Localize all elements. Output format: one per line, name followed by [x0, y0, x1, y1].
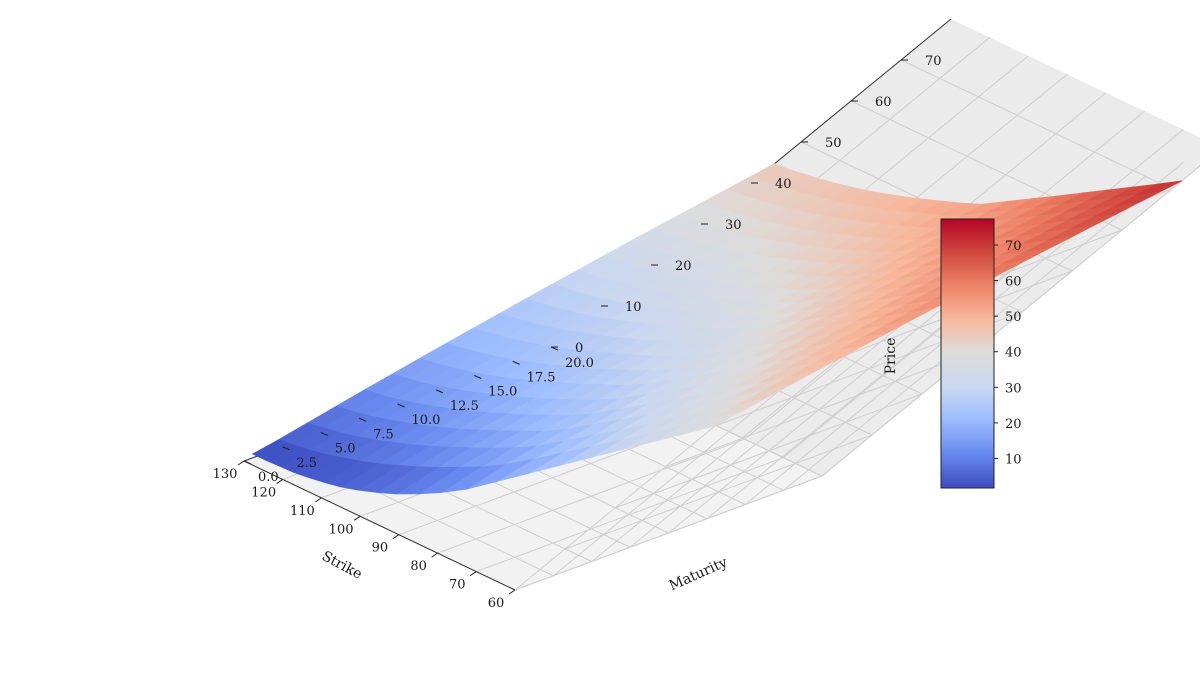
- y-axis-label: Maturity: [667, 554, 730, 594]
- z-tick-label: 0: [575, 341, 583, 356]
- colorbar-tick-label: 70: [1005, 239, 1022, 254]
- tick-mark: [353, 515, 361, 521]
- colorbar-gradient: [940, 218, 995, 489]
- gridline: [664, 352, 973, 468]
- y-tick-label: 5.0: [335, 442, 356, 457]
- x-tick-label: 120: [251, 485, 276, 500]
- surface-patch: [251, 439, 295, 461]
- tick-mark: [435, 389, 444, 394]
- tick-mark: [282, 446, 290, 451]
- x-tick-label: 90: [372, 541, 389, 556]
- tick-mark: [276, 479, 283, 484]
- tick-mark: [315, 497, 322, 503]
- z-tick-label: 20: [675, 259, 692, 274]
- tick-mark: [431, 552, 438, 558]
- x-axis-line: [243, 460, 516, 591]
- tick-mark: [358, 417, 367, 422]
- gridline: [564, 434, 873, 550]
- y-tick-label: 7.5: [373, 427, 394, 442]
- z-axis-label: Price: [883, 338, 899, 375]
- z-tick-label: 50: [825, 136, 842, 151]
- tick-mark: [512, 360, 520, 365]
- x-tick-label: 110: [290, 504, 315, 519]
- x-axis-label: Strike: [319, 548, 365, 582]
- y-tick-label: 12.5: [450, 399, 479, 414]
- tick-mark: [474, 375, 482, 379]
- colorbar-tick-label: 10: [1005, 453, 1022, 468]
- y-tick-label: 17.5: [527, 370, 556, 385]
- z-tick-label: 70: [925, 54, 942, 69]
- colorbar-tick-label: 20: [1005, 417, 1022, 432]
- y-tick-label: 20.0: [565, 356, 594, 371]
- colorbar-tick-label: 40: [1005, 346, 1022, 361]
- y-tick-label: 2.5: [296, 456, 317, 471]
- tick-mark: [243, 460, 252, 465]
- z-tick-label: 60: [875, 95, 892, 110]
- tick-mark: [508, 589, 516, 595]
- tick-mark: [237, 460, 245, 466]
- colorbar: 10 20 30 40 50 60 70: [940, 218, 1022, 489]
- tick-mark: [392, 534, 400, 540]
- tick-mark: [470, 571, 477, 576]
- x-tick-label: 80: [410, 559, 427, 574]
- colorbar-tick-label: 60: [1005, 275, 1022, 290]
- x-tick-label: 60: [488, 596, 505, 611]
- gridline: [900, 59, 1173, 190]
- y-tick-label: 10.0: [412, 413, 441, 428]
- x-tick-label: 130: [213, 467, 238, 482]
- z-tick-label: 40: [775, 177, 792, 192]
- z-tick-label: 10: [625, 300, 642, 315]
- gridline: [614, 393, 923, 509]
- x-tick-label: 70: [449, 578, 466, 593]
- colorbar-tick-label: 50: [1005, 310, 1022, 325]
- y-tick-label: 15.0: [488, 385, 517, 400]
- colorbar-tick-label: 30: [1005, 381, 1022, 396]
- tick-mark: [320, 432, 328, 436]
- y-tick-label: 0.0: [258, 470, 279, 485]
- gridline: [514, 475, 823, 591]
- tick-mark: [397, 403, 405, 408]
- z-tick-label: 30: [725, 218, 742, 233]
- x-tick-label: 100: [329, 522, 354, 537]
